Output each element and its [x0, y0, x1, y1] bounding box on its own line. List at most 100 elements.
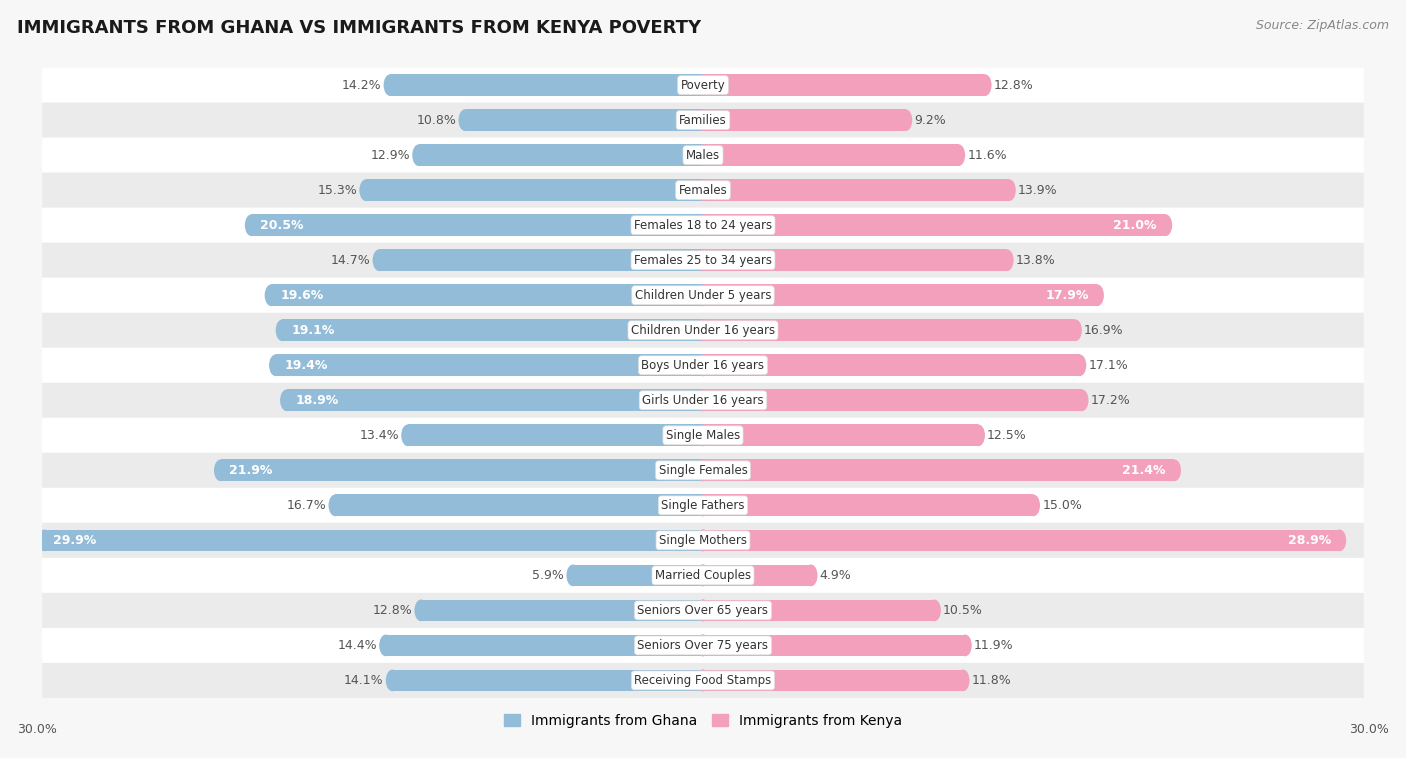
Ellipse shape: [696, 319, 710, 341]
FancyBboxPatch shape: [42, 383, 1364, 418]
Ellipse shape: [412, 144, 426, 166]
Ellipse shape: [696, 424, 710, 446]
FancyBboxPatch shape: [42, 102, 1364, 138]
Text: Single Fathers: Single Fathers: [661, 499, 745, 512]
Text: Children Under 16 years: Children Under 16 years: [631, 324, 775, 337]
Ellipse shape: [696, 249, 710, 271]
Text: Receiving Food Stamps: Receiving Food Stamps: [634, 674, 772, 687]
Ellipse shape: [696, 284, 710, 306]
Ellipse shape: [696, 634, 710, 656]
Text: Seniors Over 65 years: Seniors Over 65 years: [637, 604, 769, 617]
Text: 14.1%: 14.1%: [344, 674, 384, 687]
Text: 13.4%: 13.4%: [360, 429, 399, 442]
Bar: [335, 494, 703, 516]
Ellipse shape: [696, 144, 710, 166]
Bar: [276, 355, 703, 376]
Legend: Immigrants from Ghana, Immigrants from Kenya: Immigrants from Ghana, Immigrants from K…: [498, 708, 908, 734]
Bar: [703, 494, 1033, 516]
Ellipse shape: [1026, 494, 1040, 516]
Ellipse shape: [280, 390, 294, 411]
Ellipse shape: [804, 565, 817, 586]
Text: Source: ZipAtlas.com: Source: ZipAtlas.com: [1256, 19, 1389, 32]
Bar: [703, 424, 979, 446]
Text: 16.9%: 16.9%: [1084, 324, 1123, 337]
Text: 15.0%: 15.0%: [1042, 499, 1083, 512]
Text: 11.8%: 11.8%: [972, 674, 1011, 687]
Ellipse shape: [1159, 215, 1173, 236]
Bar: [465, 109, 703, 131]
Ellipse shape: [567, 565, 579, 586]
Text: 19.4%: 19.4%: [284, 359, 328, 371]
Text: 12.8%: 12.8%: [994, 79, 1033, 92]
Bar: [283, 319, 703, 341]
Ellipse shape: [696, 144, 710, 166]
Text: Females 25 to 34 years: Females 25 to 34 years: [634, 254, 772, 267]
FancyBboxPatch shape: [42, 418, 1364, 453]
Bar: [703, 459, 1174, 481]
Text: Married Couples: Married Couples: [655, 569, 751, 582]
Ellipse shape: [696, 530, 710, 551]
Bar: [221, 459, 703, 481]
Text: Boys Under 16 years: Boys Under 16 years: [641, 359, 765, 371]
Text: Females: Females: [679, 183, 727, 196]
Ellipse shape: [360, 180, 373, 201]
Ellipse shape: [696, 459, 710, 481]
Ellipse shape: [696, 355, 710, 376]
Bar: [703, 215, 1166, 236]
Text: Girls Under 16 years: Girls Under 16 years: [643, 394, 763, 407]
Ellipse shape: [380, 634, 392, 656]
Ellipse shape: [1091, 284, 1104, 306]
Ellipse shape: [696, 74, 710, 96]
Bar: [703, 109, 905, 131]
Text: 15.3%: 15.3%: [318, 183, 357, 196]
Ellipse shape: [276, 319, 288, 341]
Bar: [703, 530, 1340, 551]
Ellipse shape: [401, 424, 415, 446]
Text: 4.9%: 4.9%: [820, 569, 852, 582]
FancyBboxPatch shape: [42, 663, 1364, 698]
Text: 28.9%: 28.9%: [1288, 534, 1330, 547]
Ellipse shape: [1069, 319, 1081, 341]
FancyBboxPatch shape: [42, 313, 1364, 348]
Ellipse shape: [696, 459, 710, 481]
Text: 21.9%: 21.9%: [229, 464, 273, 477]
Text: Males: Males: [686, 149, 720, 161]
Ellipse shape: [696, 109, 710, 131]
Bar: [252, 215, 703, 236]
Ellipse shape: [696, 669, 710, 691]
Ellipse shape: [1000, 249, 1014, 271]
Ellipse shape: [956, 669, 970, 691]
Text: Females 18 to 24 years: Females 18 to 24 years: [634, 219, 772, 232]
Text: 21.0%: 21.0%: [1114, 219, 1157, 232]
Bar: [703, 249, 1007, 271]
Ellipse shape: [696, 109, 710, 131]
Bar: [703, 565, 811, 586]
Text: Families: Families: [679, 114, 727, 127]
Ellipse shape: [1168, 459, 1181, 481]
Text: 30.0%: 30.0%: [1350, 722, 1389, 736]
Ellipse shape: [696, 600, 710, 622]
Bar: [703, 74, 986, 96]
Ellipse shape: [696, 565, 710, 586]
Text: 29.9%: 29.9%: [53, 534, 97, 547]
Bar: [366, 180, 703, 201]
Ellipse shape: [1073, 355, 1087, 376]
Ellipse shape: [1076, 390, 1088, 411]
Text: 10.5%: 10.5%: [943, 604, 983, 617]
Ellipse shape: [972, 424, 986, 446]
Bar: [703, 634, 965, 656]
Ellipse shape: [38, 530, 51, 551]
Bar: [703, 390, 1081, 411]
FancyBboxPatch shape: [42, 243, 1364, 277]
Ellipse shape: [696, 494, 710, 516]
Ellipse shape: [696, 494, 710, 516]
Text: 19.1%: 19.1%: [291, 324, 335, 337]
Ellipse shape: [415, 600, 427, 622]
Text: 17.1%: 17.1%: [1088, 359, 1128, 371]
Ellipse shape: [696, 565, 710, 586]
Ellipse shape: [696, 74, 710, 96]
Bar: [703, 180, 1010, 201]
Ellipse shape: [384, 74, 396, 96]
FancyBboxPatch shape: [42, 67, 1364, 102]
FancyBboxPatch shape: [42, 628, 1364, 663]
